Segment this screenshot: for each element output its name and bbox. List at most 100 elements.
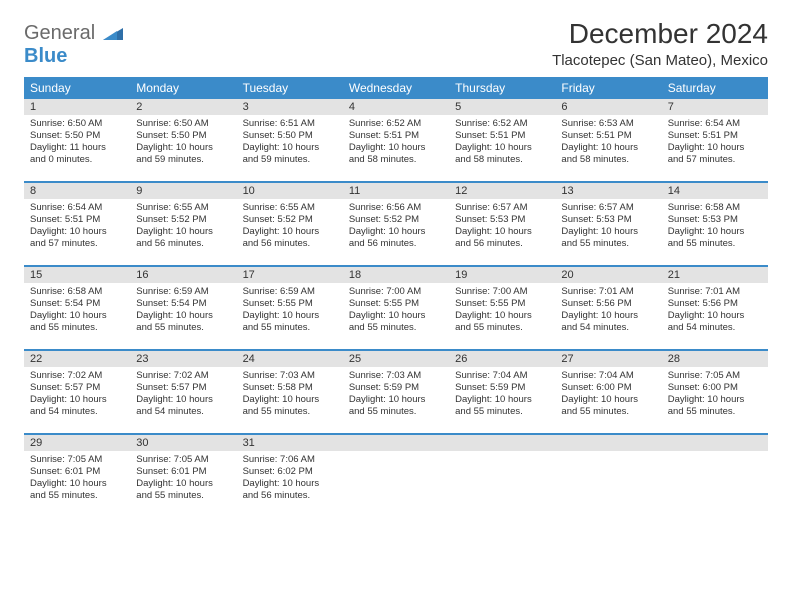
daylight-text: Daylight: 10 hours and 56 minutes. [349,226,443,250]
day-details: Sunrise: 7:00 AMSunset: 5:55 PMDaylight:… [449,283,555,338]
calendar-cell: 19Sunrise: 7:00 AMSunset: 5:55 PMDayligh… [449,267,555,349]
calendar-cell: 24Sunrise: 7:03 AMSunset: 5:58 PMDayligh… [237,351,343,433]
sunrise-text: Sunrise: 7:05 AM [30,454,124,466]
day-details: Sunrise: 7:05 AMSunset: 6:01 PMDaylight:… [130,451,236,506]
day-details: Sunrise: 6:51 AMSunset: 5:50 PMDaylight:… [237,115,343,170]
sunrise-text: Sunrise: 6:57 AM [455,202,549,214]
daylight-text: Daylight: 10 hours and 56 minutes. [455,226,549,250]
calendar-cell [662,435,768,517]
daylight-text: Daylight: 10 hours and 55 minutes. [561,394,655,418]
calendar-cell: 18Sunrise: 7:00 AMSunset: 5:55 PMDayligh… [343,267,449,349]
daylight-text: Daylight: 10 hours and 54 minutes. [561,310,655,334]
daylight-text: Daylight: 10 hours and 55 minutes. [349,394,443,418]
day-details: Sunrise: 6:57 AMSunset: 5:53 PMDaylight:… [449,199,555,254]
sunrise-text: Sunrise: 6:50 AM [136,118,230,130]
sunrise-text: Sunrise: 7:05 AM [136,454,230,466]
day-details: Sunrise: 6:52 AMSunset: 5:51 PMDaylight:… [343,115,449,170]
calendar-cell: 27Sunrise: 7:04 AMSunset: 6:00 PMDayligh… [555,351,661,433]
daylight-text: Daylight: 10 hours and 55 minutes. [243,310,337,334]
daylight-text: Daylight: 10 hours and 57 minutes. [30,226,124,250]
day-number: 3 [237,99,343,115]
calendar-cell: 11Sunrise: 6:56 AMSunset: 5:52 PMDayligh… [343,183,449,265]
sunset-text: Sunset: 5:51 PM [349,130,443,142]
sunset-text: Sunset: 5:53 PM [561,214,655,226]
calendar-cell: 25Sunrise: 7:03 AMSunset: 5:59 PMDayligh… [343,351,449,433]
calendar-cell [555,435,661,517]
day-number: 23 [130,351,236,367]
calendar-cell: 16Sunrise: 6:59 AMSunset: 5:54 PMDayligh… [130,267,236,349]
sunset-text: Sunset: 6:01 PM [136,466,230,478]
day-details: Sunrise: 7:03 AMSunset: 5:59 PMDaylight:… [343,367,449,422]
day-number: 6 [555,99,661,115]
daylight-text: Daylight: 10 hours and 58 minutes. [455,142,549,166]
day-details: Sunrise: 7:00 AMSunset: 5:55 PMDaylight:… [343,283,449,338]
calendar-cell [343,435,449,517]
sunrise-text: Sunrise: 6:52 AM [455,118,549,130]
daylight-text: Daylight: 10 hours and 55 minutes. [561,226,655,250]
sunset-text: Sunset: 5:55 PM [349,298,443,310]
sunrise-text: Sunrise: 7:05 AM [668,370,762,382]
day-details: Sunrise: 7:04 AMSunset: 5:59 PMDaylight:… [449,367,555,422]
calendar-cell: 6Sunrise: 6:53 AMSunset: 5:51 PMDaylight… [555,99,661,181]
sunset-text: Sunset: 5:54 PM [30,298,124,310]
day-number: 26 [449,351,555,367]
day-details [449,451,555,511]
day-number: 19 [449,267,555,283]
sunrise-text: Sunrise: 6:54 AM [668,118,762,130]
day-details: Sunrise: 7:06 AMSunset: 6:02 PMDaylight:… [237,451,343,506]
weekday-header: Saturday [662,77,768,99]
day-details: Sunrise: 7:02 AMSunset: 5:57 PMDaylight:… [24,367,130,422]
sunset-text: Sunset: 6:00 PM [561,382,655,394]
day-number: 2 [130,99,236,115]
day-details: Sunrise: 6:52 AMSunset: 5:51 PMDaylight:… [449,115,555,170]
calendar-week: 15Sunrise: 6:58 AMSunset: 5:54 PMDayligh… [24,267,768,351]
day-details: Sunrise: 7:03 AMSunset: 5:58 PMDaylight:… [237,367,343,422]
day-number: 30 [130,435,236,451]
day-details: Sunrise: 7:05 AMSunset: 6:00 PMDaylight:… [662,367,768,422]
logo-flag-icon [103,26,123,40]
calendar-cell [449,435,555,517]
brand-logo: General Blue [24,18,123,68]
sunset-text: Sunset: 5:51 PM [455,130,549,142]
day-details: Sunrise: 7:01 AMSunset: 5:56 PMDaylight:… [662,283,768,338]
calendar-week: 8Sunrise: 6:54 AMSunset: 5:51 PMDaylight… [24,183,768,267]
day-number: 9 [130,183,236,199]
calendar-cell: 7Sunrise: 6:54 AMSunset: 5:51 PMDaylight… [662,99,768,181]
daylight-text: Daylight: 10 hours and 55 minutes. [243,394,337,418]
weekday-header: Sunday [24,77,130,99]
day-details: Sunrise: 7:02 AMSunset: 5:57 PMDaylight:… [130,367,236,422]
day-number: 31 [237,435,343,451]
day-details [662,451,768,511]
sunset-text: Sunset: 5:56 PM [668,298,762,310]
daylight-text: Daylight: 10 hours and 54 minutes. [30,394,124,418]
sunrise-text: Sunrise: 6:59 AM [136,286,230,298]
daylight-text: Daylight: 10 hours and 59 minutes. [136,142,230,166]
day-details: Sunrise: 6:50 AMSunset: 5:50 PMDaylight:… [130,115,236,170]
daylight-text: Daylight: 11 hours and 0 minutes. [30,142,124,166]
calendar-cell: 12Sunrise: 6:57 AMSunset: 5:53 PMDayligh… [449,183,555,265]
day-number [449,435,555,451]
sunset-text: Sunset: 5:51 PM [668,130,762,142]
day-number: 12 [449,183,555,199]
daylight-text: Daylight: 10 hours and 56 minutes. [243,226,337,250]
day-number: 22 [24,351,130,367]
calendar-cell: 21Sunrise: 7:01 AMSunset: 5:56 PMDayligh… [662,267,768,349]
calendar-cell: 10Sunrise: 6:55 AMSunset: 5:52 PMDayligh… [237,183,343,265]
sunrise-text: Sunrise: 6:51 AM [243,118,337,130]
day-number: 28 [662,351,768,367]
sunset-text: Sunset: 5:59 PM [455,382,549,394]
weeks-container: 1Sunrise: 6:50 AMSunset: 5:50 PMDaylight… [24,99,768,517]
day-number: 1 [24,99,130,115]
sunset-text: Sunset: 5:55 PM [243,298,337,310]
sunrise-text: Sunrise: 7:01 AM [561,286,655,298]
calendar-page: General Blue December 2024 Tlacotepec (S… [0,0,792,527]
calendar-cell: 14Sunrise: 6:58 AMSunset: 5:53 PMDayligh… [662,183,768,265]
sunrise-text: Sunrise: 7:06 AM [243,454,337,466]
calendar-cell: 2Sunrise: 6:50 AMSunset: 5:50 PMDaylight… [130,99,236,181]
calendar-cell: 26Sunrise: 7:04 AMSunset: 5:59 PMDayligh… [449,351,555,433]
day-number: 17 [237,267,343,283]
daylight-text: Daylight: 10 hours and 54 minutes. [668,310,762,334]
day-details: Sunrise: 6:58 AMSunset: 5:53 PMDaylight:… [662,199,768,254]
daylight-text: Daylight: 10 hours and 55 minutes. [668,394,762,418]
daylight-text: Daylight: 10 hours and 57 minutes. [668,142,762,166]
